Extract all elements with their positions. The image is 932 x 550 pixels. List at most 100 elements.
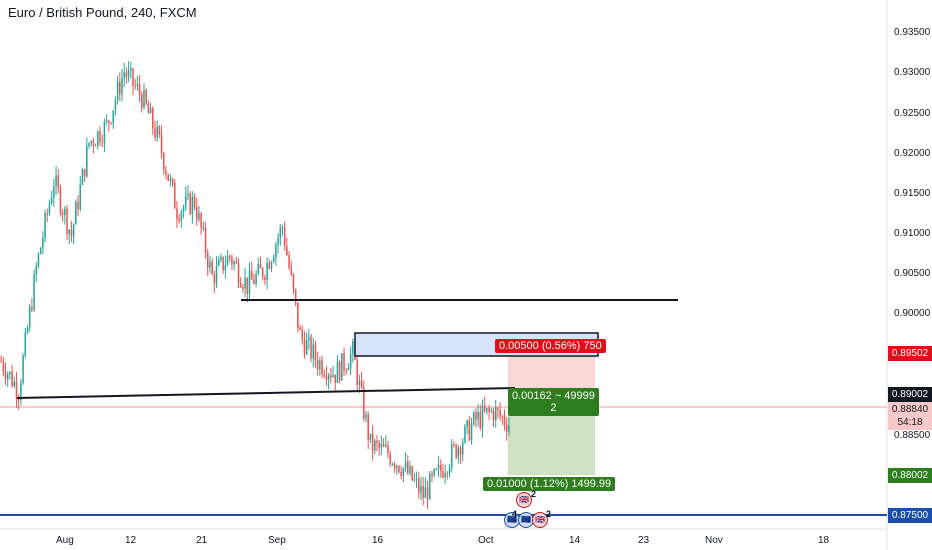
candle-body: [13, 381, 16, 387]
candle-body: [257, 263, 260, 274]
candle-body: [479, 412, 482, 428]
candle-body: [103, 122, 106, 143]
candle-body: [226, 255, 229, 266]
candle-body: [374, 440, 376, 451]
candle-body: [444, 473, 446, 478]
candle-body: [200, 213, 202, 228]
candle-body: [97, 131, 99, 146]
candle-body: [301, 330, 304, 340]
candle-body: [233, 261, 235, 265]
candle-body: [202, 227, 205, 229]
candle-body: [61, 212, 64, 215]
time-tick: Nov: [705, 535, 723, 546]
candle-body: [411, 466, 413, 481]
price-tick: 0.92000: [894, 148, 931, 159]
candle-body: [156, 126, 158, 138]
event-count: 2: [546, 509, 552, 519]
candle-body: [486, 408, 488, 412]
candle-body: [250, 270, 253, 280]
candle-body: [455, 444, 457, 458]
candle-body: [158, 126, 161, 135]
candle-body: [180, 211, 183, 221]
candle-body: [176, 208, 178, 220]
candle-body: [24, 332, 27, 356]
candle-body: [83, 169, 86, 177]
candle-body: [428, 473, 431, 500]
candle-body: [125, 72, 128, 77]
candle-body: [211, 261, 213, 275]
candle-body: [422, 485, 424, 499]
candle-body: [468, 420, 471, 441]
candle-body: [191, 196, 194, 215]
candle-body: [435, 468, 438, 470]
trendline[interactable]: [16, 387, 516, 399]
candle-body: [59, 187, 62, 213]
candle-body: [483, 405, 486, 412]
candle-body: [281, 227, 284, 229]
uk-flag-event-icon[interactable]: 🇬🇧: [532, 512, 548, 528]
stop-loss-zone[interactable]: [508, 352, 595, 394]
candle-body: [81, 169, 84, 185]
candle-body: [272, 257, 275, 262]
candle-body: [88, 142, 90, 146]
candle-body: [17, 398, 20, 401]
candle-body: [415, 478, 418, 480]
candle-body: [305, 340, 308, 355]
candle-body: [407, 461, 409, 474]
candle-body: [270, 261, 273, 269]
candle-body: [130, 68, 132, 71]
candle-body: [343, 353, 345, 371]
candle-body: [39, 247, 42, 254]
candle-body: [312, 344, 315, 359]
candle-body: [231, 257, 233, 265]
candle-body: [457, 447, 460, 458]
candle-body: [268, 262, 271, 269]
candle-body: [378, 443, 380, 448]
candle-body: [338, 361, 341, 381]
candle-body: [187, 193, 189, 196]
candle-body: [470, 424, 473, 441]
price-tick: 0.90000: [894, 308, 931, 319]
time-tick: Sep: [268, 535, 286, 546]
uk-flag-event-icon[interactable]: 🇬🇧: [516, 492, 532, 508]
candle-body: [396, 465, 398, 469]
candle-body: [22, 355, 24, 384]
candle-body: [53, 186, 55, 199]
price-tick: 0.90500: [894, 268, 931, 279]
stop-loss-label[interactable]: 0.00500 (0.56%) 750: [495, 339, 606, 353]
candle-body: [173, 183, 176, 209]
candle-body: [382, 443, 385, 447]
price-tick: 0.91000: [894, 228, 931, 239]
candle-body: [413, 479, 416, 481]
candle-body: [119, 81, 121, 95]
take-profit-label[interactable]: 0.01000 (1.12%) 1499.99: [483, 477, 616, 491]
candle-body: [92, 140, 95, 146]
candle-body: [184, 195, 187, 207]
candle-body: [409, 466, 411, 474]
candle-body: [490, 410, 493, 412]
candle-body: [193, 196, 196, 208]
candle-body: [237, 263, 240, 284]
countdown-tag: 54:18: [888, 415, 932, 430]
entry-price-tag: 0.89002: [888, 387, 932, 402]
candle-body: [127, 70, 130, 77]
risk-reward-label[interactable]: 0.00162 ~ 49999 2: [508, 388, 599, 416]
candle-body: [68, 229, 71, 234]
candle-body: [439, 464, 442, 471]
candle-body: [275, 244, 277, 258]
candle-body: [459, 447, 462, 455]
candle-body: [442, 470, 444, 478]
candle-body: [464, 426, 466, 443]
price-tick: 0.92500: [894, 108, 931, 119]
candle-body: [253, 279, 255, 284]
candle-body: [169, 178, 172, 181]
candle-body: [152, 108, 154, 129]
candle-body: [189, 193, 191, 215]
candle-body: [239, 283, 242, 287]
candle-body: [171, 178, 174, 184]
candle-body: [347, 368, 350, 371]
candle-body: [46, 213, 49, 215]
candle-body: [290, 267, 293, 275]
